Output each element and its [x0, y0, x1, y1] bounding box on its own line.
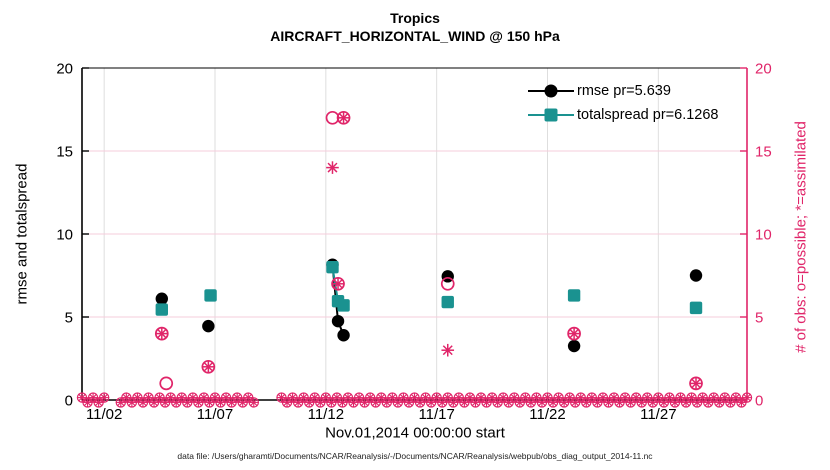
- y-axis-label-left: rmse and totalspread: [13, 163, 31, 305]
- totalspread-legend-label: totalspread pr=6.1268: [577, 107, 719, 123]
- possible-obs-marker: [325, 110, 340, 125]
- zero-obs-marker: [708, 392, 719, 403]
- left-tick-label: 15: [56, 144, 73, 161]
- title-block: Tropics AIRCRAFT_HORIZONTAL_WIND @ 150 h…: [0, 10, 830, 45]
- footer-datafile-path: data file: /Users/gharamti/Documents/NCA…: [177, 451, 653, 461]
- rmse-marker: [155, 292, 168, 305]
- right-tick-label: 0: [755, 393, 763, 410]
- totalspread-marker: [689, 301, 703, 315]
- zero-obs-marker: [675, 392, 686, 403]
- rmse-marker: [689, 269, 703, 282]
- rmse-marker: [202, 319, 215, 333]
- legend-item-rmse: rmse pr=5.639: [528, 79, 718, 103]
- zero-obs-marker: [453, 392, 465, 403]
- x-tick-label: 11/12: [308, 406, 344, 423]
- left-tick-label: 20: [56, 61, 73, 78]
- totalspread-marker: [155, 303, 168, 316]
- rmse-marker: [567, 339, 581, 353]
- chart-subtitle: AIRCRAFT_HORIZONTAL_WIND @ 150 hPa: [270, 28, 560, 44]
- zero-obs-marker: [741, 392, 753, 403]
- assimilated-obs-marker: [689, 377, 703, 390]
- chart-title: Tropics: [390, 10, 440, 26]
- totalspread-marker: [204, 289, 217, 302]
- zero-obs-marker: [248, 397, 259, 408]
- zero-obs-marker: [376, 392, 387, 403]
- totalspread-legend-marker-icon: [528, 106, 574, 124]
- right-tick-label: 15: [755, 144, 772, 161]
- zero-obs-marker: [353, 392, 365, 403]
- zero-obs-marker: [725, 397, 736, 408]
- zero-obs-marker: [348, 397, 359, 408]
- rmse-legend-marker-icon: [528, 82, 574, 100]
- right-tick-label: 10: [755, 227, 772, 244]
- rmse-marker: [331, 314, 345, 328]
- left-tick-label: 5: [65, 310, 73, 327]
- x-axis-label: Nov.01,2014 00:00:00 start: [325, 424, 505, 442]
- x-tick-label: 11/22: [529, 406, 565, 423]
- left-tick-label: 10: [56, 227, 73, 244]
- totalspread-marker: [326, 261, 339, 274]
- assimilated-obs-marker: [337, 111, 350, 125]
- assimilated-obs-marker: [331, 277, 345, 291]
- totalspread-marker: [567, 289, 581, 302]
- left-tick-label: 0: [65, 393, 73, 410]
- zero-obs-marker: [703, 397, 714, 408]
- filled-circle-legend-glyph: [528, 84, 574, 98]
- assimilated-obs-marker: [202, 360, 215, 374]
- rmse-marker: [337, 329, 350, 342]
- assimilated-obs-marker: [441, 343, 455, 357]
- legend: rmse pr=5.639 totalspread pr=6.1268: [528, 79, 718, 127]
- possible-obs-marker: [159, 376, 174, 391]
- x-tick-label: 11/07: [197, 406, 233, 423]
- y-axis-label-right: # of obs: o=possible; *=assimilated: [792, 121, 810, 353]
- rmse-legend-label: rmse pr=5.639: [577, 83, 671, 99]
- zero-obs-marker: [736, 397, 747, 408]
- zero-obs-marker: [237, 397, 248, 408]
- right-tick-label: 20: [755, 61, 772, 78]
- assimilated-obs-marker: [155, 327, 169, 340]
- x-tick-label: 11/02: [86, 406, 122, 423]
- right-tick-label: 5: [755, 310, 763, 327]
- filled-square-legend-glyph: [528, 108, 574, 122]
- possible-obs-marker: [440, 276, 455, 291]
- totalspread-marker: [337, 299, 350, 312]
- x-tick-label: 11/27: [640, 406, 676, 423]
- zero-obs-marker: [98, 392, 110, 403]
- zero-obs-marker: [486, 392, 498, 403]
- zero-obs-marker: [121, 392, 132, 403]
- legend-item-totalspread: totalspread pr=6.1268: [528, 103, 718, 127]
- assimilated-obs-marker: [326, 161, 339, 174]
- x-tick-label: 11/17: [418, 406, 454, 423]
- zero-obs-marker: [198, 392, 210, 403]
- assimilated-obs-marker: [567, 327, 581, 340]
- totalspread-marker: [441, 295, 454, 309]
